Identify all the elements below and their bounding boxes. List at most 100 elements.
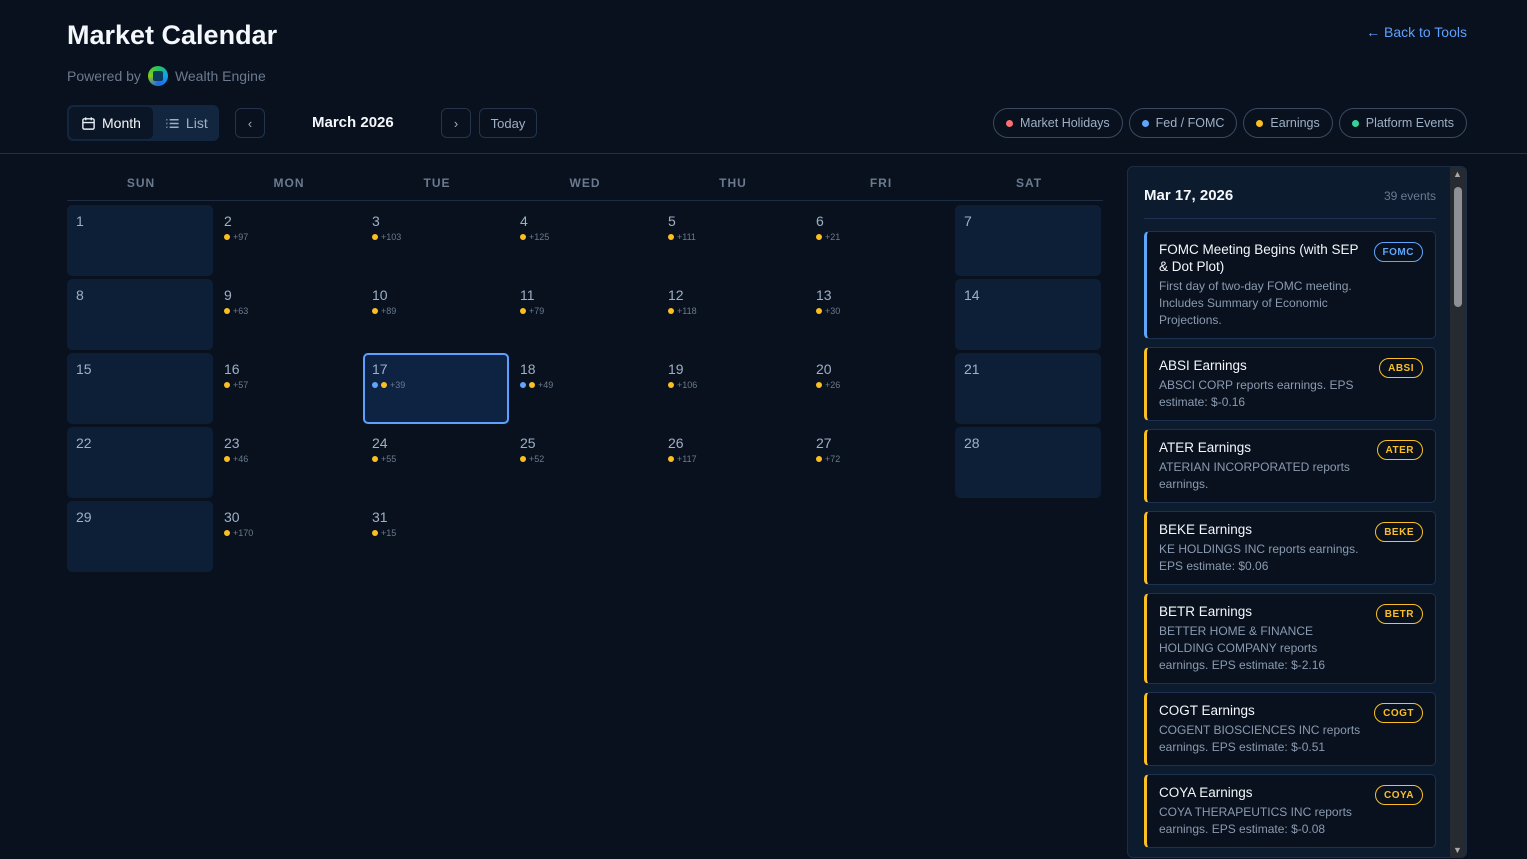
event-description: COGENT BIOSCIENCES INC reports earnings.… xyxy=(1159,723,1361,754)
legend-label: Market Holidays xyxy=(1020,116,1110,130)
earnings-dot-icon xyxy=(668,234,674,240)
earnings-dot-icon xyxy=(529,382,535,388)
day-cell[interactable]: 29 xyxy=(67,501,213,572)
scrollbar-thumb[interactable] xyxy=(1454,187,1462,307)
event-count-label: +63 xyxy=(233,306,249,316)
panel-header: Mar 17, 2026 39 events xyxy=(1144,187,1436,219)
earnings-dot-icon xyxy=(372,308,378,314)
day-cell[interactable]: 24 +55 xyxy=(363,427,509,498)
scroll-down-icon[interactable]: ▼ xyxy=(1453,845,1462,855)
day-cell[interactable]: 19 +106 xyxy=(659,353,805,424)
day-cell[interactable]: 7 xyxy=(955,205,1101,276)
day-cell[interactable]: 30 +170 xyxy=(215,501,361,572)
day-cell[interactable]: 4 +125 xyxy=(511,205,657,276)
event-card[interactable]: COYA Earnings COYA THERAPEUTICS INC repor… xyxy=(1144,774,1436,848)
earnings-dot-icon xyxy=(224,308,230,314)
event-indicators: +170 xyxy=(224,528,352,538)
next-month-button[interactable]: › xyxy=(441,108,471,138)
event-indicators: +89 xyxy=(372,306,500,316)
day-cell[interactable]: 1 xyxy=(67,205,213,276)
event-count-label: +89 xyxy=(381,306,397,316)
month-view-button[interactable]: Month xyxy=(69,107,153,139)
day-number: 18 xyxy=(520,361,536,377)
event-indicators: +39 xyxy=(372,380,500,390)
legend-filter-platform-events[interactable]: Platform Events xyxy=(1338,108,1467,138)
day-cell[interactable]: 26 +117 xyxy=(659,427,805,498)
day-cell[interactable]: 27 +72 xyxy=(807,427,953,498)
earnings-dot-icon xyxy=(381,382,387,388)
day-number: 26 xyxy=(668,435,684,451)
fed-dot-icon xyxy=(372,382,378,388)
day-cell[interactable]: 5 +111 xyxy=(659,205,805,276)
earnings-dot-icon xyxy=(668,382,674,388)
scroll-up-icon[interactable]: ▲ xyxy=(1453,169,1462,179)
day-cell[interactable]: 9 +63 xyxy=(215,279,361,350)
day-number: 11 xyxy=(520,287,535,303)
day-cell[interactable]: 3 +103 xyxy=(363,205,509,276)
event-indicators: +26 xyxy=(816,380,944,390)
event-card[interactable]: BEKE Earnings KE HOLDINGS INC reports ear… xyxy=(1144,511,1436,585)
day-cell[interactable]: 16 +57 xyxy=(215,353,361,424)
event-indicators: +97 xyxy=(224,232,352,242)
prev-month-button[interactable]: ‹ xyxy=(235,108,265,138)
event-card[interactable]: COGT Earnings COGENT BIOSCIENCES INC repo… xyxy=(1144,692,1436,766)
fed-dot-icon xyxy=(520,382,526,388)
header-divider xyxy=(0,153,1527,154)
event-indicators: +125 xyxy=(520,232,648,242)
day-number: 9 xyxy=(224,287,232,303)
day-cell[interactable]: 6 +21 xyxy=(807,205,953,276)
legend-dot-icon xyxy=(1141,119,1149,127)
earnings-dot-icon xyxy=(816,382,822,388)
day-cell[interactable]: 15 xyxy=(67,353,213,424)
day-cell[interactable]: 22 xyxy=(67,427,213,498)
event-card[interactable]: ATER Earnings ATERIAN INCORPORATED report… xyxy=(1144,429,1436,503)
day-cell[interactable]: 11 +79 xyxy=(511,279,657,350)
legend-filter-fed-fomc[interactable]: Fed / FOMC xyxy=(1128,108,1238,138)
event-description: ATERIAN INCORPORATED reports earnings. xyxy=(1159,460,1350,491)
event-card[interactable]: FOMC Meeting Begins (with SEP & Dot Plot… xyxy=(1144,231,1436,339)
today-button[interactable]: Today xyxy=(479,108,537,138)
wealth-engine-logo-icon xyxy=(147,66,168,86)
list-view-button[interactable]: List xyxy=(153,107,220,139)
day-cell[interactable]: 10 +89 xyxy=(363,279,509,350)
earnings-dot-icon xyxy=(224,456,230,462)
day-cell[interactable]: 28 xyxy=(955,427,1101,498)
weekday-sun: SUN xyxy=(126,176,156,190)
event-badge: FOMC xyxy=(1373,242,1423,262)
day-cell[interactable]: 14 xyxy=(955,279,1101,350)
event-count-label: +21 xyxy=(825,232,841,242)
legend-filter-market-holidays[interactable]: Market Holidays xyxy=(993,108,1123,138)
event-count-label: +39 xyxy=(390,380,406,390)
day-cell[interactable]: 25 +52 xyxy=(511,427,657,498)
powered-by: Powered by Wealth Engine xyxy=(67,66,266,86)
event-badge: BETR xyxy=(1375,604,1423,624)
day-cell[interactable]: 20 +26 xyxy=(807,353,953,424)
day-cell[interactable]: 13 +30 xyxy=(807,279,953,350)
day-cell[interactable]: 12 +118 xyxy=(659,279,805,350)
day-cell[interactable]: 8 xyxy=(67,279,213,350)
event-card[interactable]: ABSI Earnings ABSCI CORP reports earnings… xyxy=(1144,347,1436,421)
legend-label: Earnings xyxy=(1270,116,1320,130)
event-count-label: +72 xyxy=(825,454,841,464)
day-cell[interactable]: 18 +49 xyxy=(511,353,657,424)
current-month-label: March 2026 xyxy=(312,114,394,131)
event-count-label: +106 xyxy=(677,380,698,390)
calendar-icon xyxy=(82,116,95,130)
day-cell[interactable]: 21 xyxy=(955,353,1101,424)
event-indicators: +21 xyxy=(816,232,944,242)
day-number: 3 xyxy=(372,213,380,229)
event-description: BETTER HOME & FINANCE HOLDING COMPANY re… xyxy=(1159,624,1326,672)
legend-filter-earnings[interactable]: Earnings xyxy=(1243,108,1333,138)
event-count-label: +49 xyxy=(538,380,554,390)
event-indicators: +30 xyxy=(816,306,944,316)
day-cell[interactable]: 17 +39 xyxy=(363,353,509,424)
weekday-sat: SAT xyxy=(1015,176,1043,190)
day-cell[interactable]: 23 +46 xyxy=(215,427,361,498)
scrollbar[interactable]: ▲ ▼ xyxy=(1450,167,1466,857)
event-title: ABSI Earnings xyxy=(1159,358,1247,373)
event-card[interactable]: BETR Earnings BETTER HOME & FINANCE HOLDI… xyxy=(1144,593,1436,684)
event-count-label: +30 xyxy=(825,306,841,316)
day-cell[interactable]: 2 +97 xyxy=(215,205,361,276)
day-cell[interactable]: 31 +15 xyxy=(363,501,509,572)
back-to-tools-link[interactable]: ← Back to Tools xyxy=(1366,24,1467,40)
